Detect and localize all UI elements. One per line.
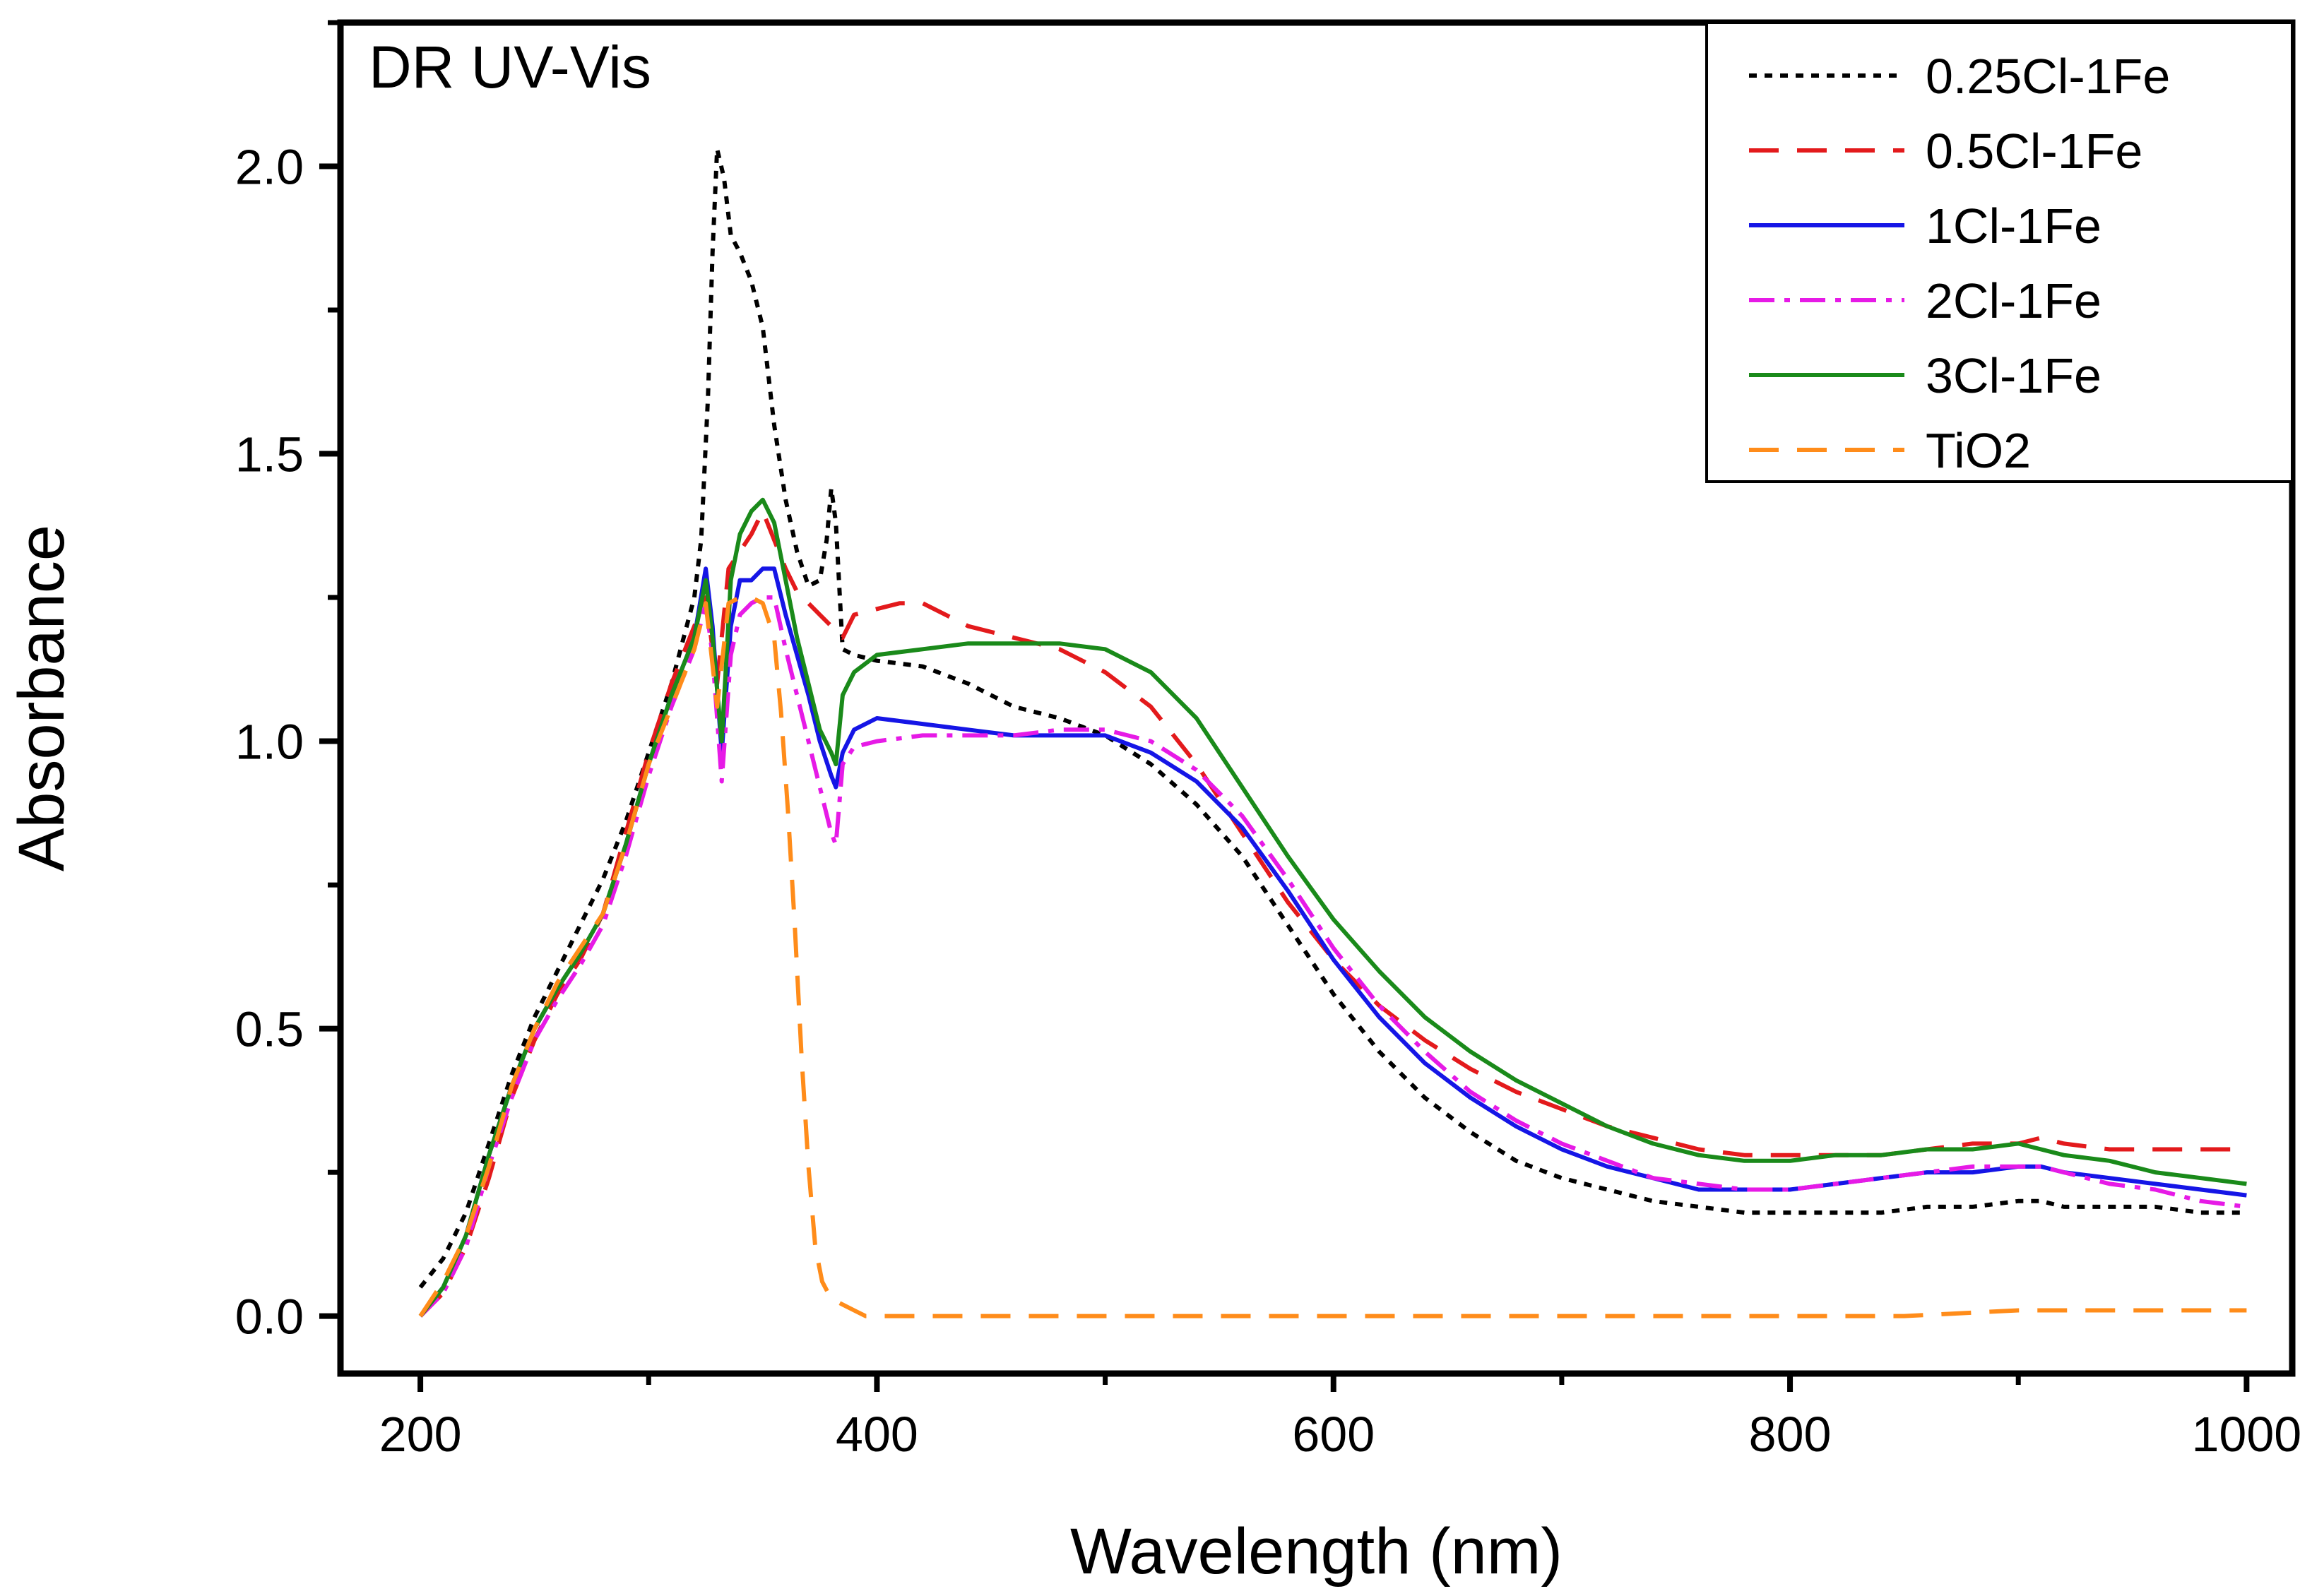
axis-ticks: 200 400 600 800 1000 0.0 0.5 1.0 1.5 2.0 [235,20,2302,1462]
plot-series-group [418,147,2247,1318]
y-tick-label: 1.5 [235,427,304,482]
chart-title: DR UV-Vis [369,34,651,100]
x-tick-label: 600 [1292,1407,1375,1462]
x-tick-label: 800 [1749,1407,1832,1462]
legend-label: TiO2 [1926,423,2031,478]
y-tick-label: 0.0 [235,1290,304,1345]
legend-label: 2Cl-1Fe [1926,273,2101,328]
y-axis-title: Absorbance [6,525,78,871]
x-tick-label: 1000 [2192,1407,2302,1462]
y-tick-label: 2.0 [235,140,304,195]
y-tick-label: 0.5 [235,1002,304,1057]
series-line-6 [418,595,2247,1318]
plot-frame [337,19,2296,1377]
series-line-4 [418,595,2247,1318]
x-tick-label: 200 [379,1407,462,1462]
legend: 0.25Cl-1Fe 0.5Cl-1Fe 1Cl-1Fe 2Cl-1Fe 3Cl-1Fe… [1705,21,2294,483]
legend-label: 0.5Cl-1Fe [1926,124,2142,179]
x-tick-label: 400 [836,1407,918,1462]
legend-label: 3Cl-1Fe [1926,348,2101,403]
legend-label: 1Cl-1Fe [1926,198,2101,254]
x-axis-title: Wavelength (nm) [1070,1515,1563,1588]
y-tick-label: 1.0 [235,715,304,770]
legend-box [1705,21,2294,483]
legend-label: 0.25Cl-1Fe [1926,49,2170,104]
